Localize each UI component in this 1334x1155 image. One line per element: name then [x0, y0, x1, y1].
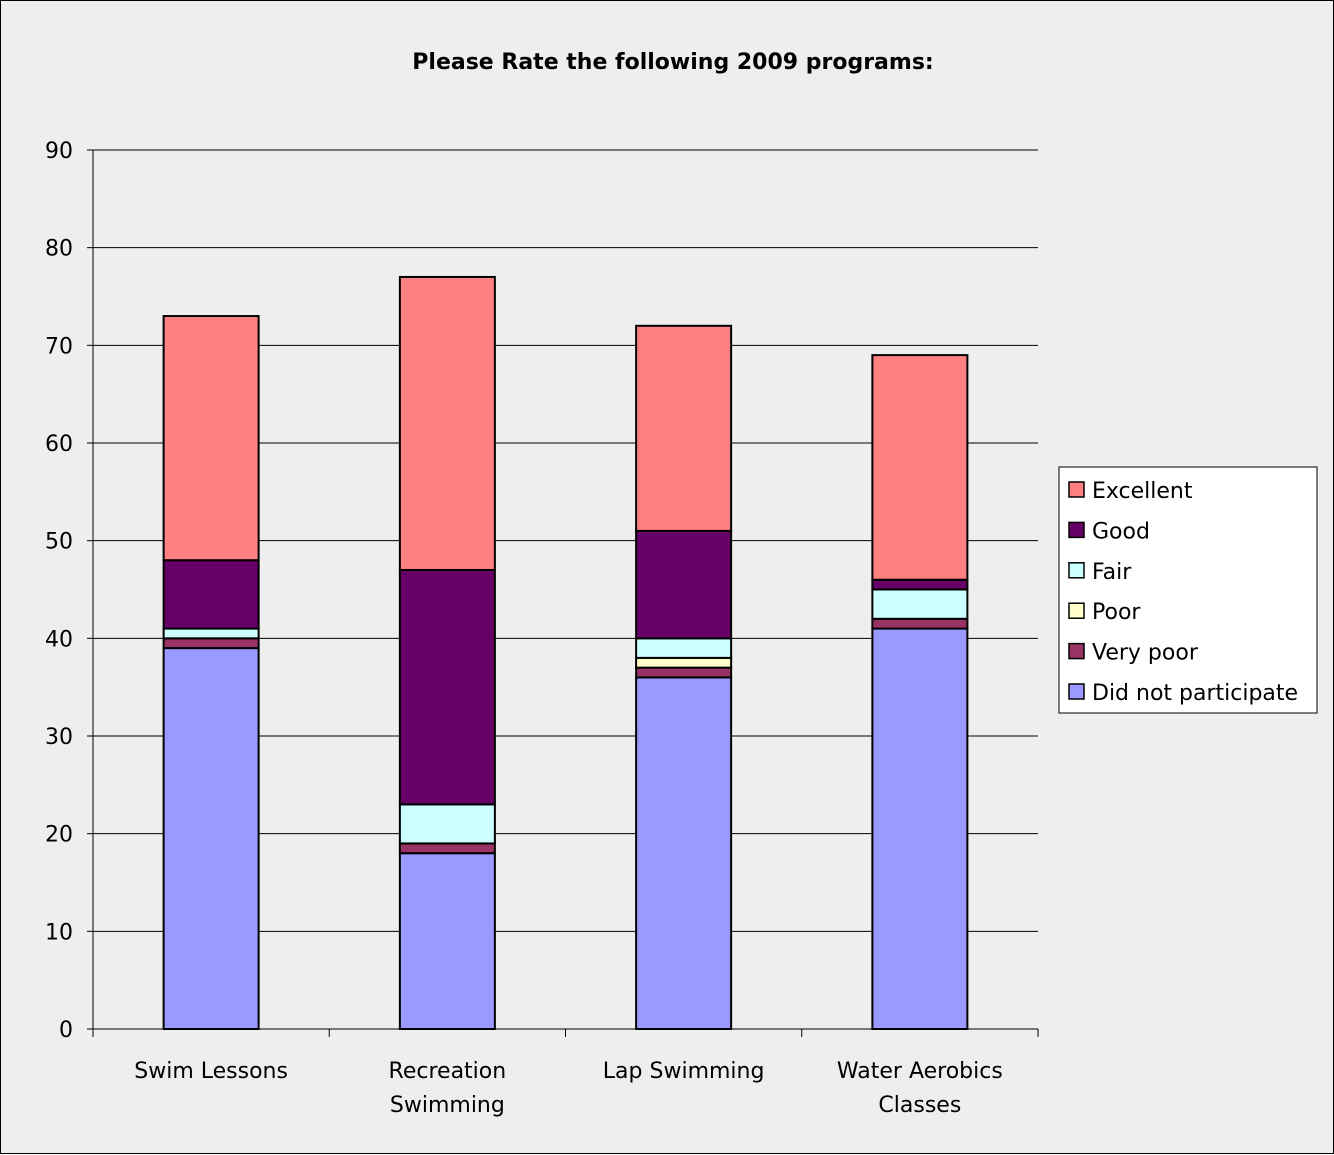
y-tick-label: 80: [45, 237, 73, 262]
bar-segment: [162, 559, 260, 630]
bar-segment: [635, 529, 733, 640]
legend-label: Good: [1092, 519, 1150, 544]
bar-segment: [398, 568, 496, 806]
legend-label: Very poor: [1092, 641, 1199, 666]
x-category-label: Swimming: [390, 1093, 505, 1118]
x-category-label: Recreation: [389, 1059, 507, 1084]
legend-swatch: [1068, 481, 1085, 498]
y-tick-label: 30: [45, 725, 73, 750]
bar-segment: [398, 852, 496, 1031]
x-category-label: Swim Lessons: [134, 1059, 288, 1084]
bar-segment: [398, 842, 496, 855]
bar-segment: [635, 324, 733, 532]
bar-segment: [162, 627, 260, 640]
x-category-label: Lap Swimming: [603, 1059, 765, 1084]
bar-segment: [635, 637, 733, 659]
y-tick-label: 70: [45, 334, 73, 359]
bar-segment: [162, 315, 260, 562]
axes: 0 10 20 30 40 50 60 70 80 90 Swim Lessons Recreatio…: [45, 139, 1039, 1118]
legend-label: Poor: [1092, 600, 1141, 625]
bar-segment: [871, 588, 969, 620]
legend-swatch: [1068, 642, 1085, 660]
bar-segment: [398, 275, 496, 571]
bar-segment: [635, 666, 733, 679]
legend-label: Did not participate: [1092, 681, 1298, 706]
bar-segment: [871, 617, 969, 630]
legend-label: Excellent: [1092, 479, 1193, 504]
chart-title: Please Rate the following 2009 programs:: [412, 50, 933, 75]
legend-label: Fair: [1092, 560, 1132, 585]
legend-box: [1058, 466, 1318, 714]
y-tick-label: 20: [45, 823, 73, 848]
x-category-label: Classes: [878, 1093, 961, 1118]
bars: [162, 275, 969, 1031]
y-tick-label: 50: [45, 530, 73, 555]
x-category-label: Water Aerobics: [837, 1059, 1003, 1084]
legend-swatch: [1068, 683, 1085, 700]
legend-swatch: [1068, 521, 1085, 539]
bar-segment: [871, 627, 969, 1030]
y-tick-label: 60: [45, 432, 73, 457]
legend: Excellent Good Fair Poor Very poor Did not pa…: [1058, 466, 1318, 714]
bar-segment: [162, 647, 260, 1030]
y-tick-label: 0: [59, 1018, 73, 1043]
y-tick-label: 10: [45, 920, 73, 945]
bar-segment: [871, 578, 969, 591]
y-tick-label: 40: [45, 627, 73, 652]
legend-swatch: [1068, 602, 1085, 619]
y-tick-label: 90: [45, 139, 73, 164]
bar-segment: [635, 656, 733, 669]
bar-segment: [398, 803, 496, 845]
legend-swatch: [1068, 562, 1085, 579]
bar-segment: [871, 354, 969, 581]
bar-segment: [635, 676, 733, 1031]
bar-segment: [162, 637, 260, 650]
